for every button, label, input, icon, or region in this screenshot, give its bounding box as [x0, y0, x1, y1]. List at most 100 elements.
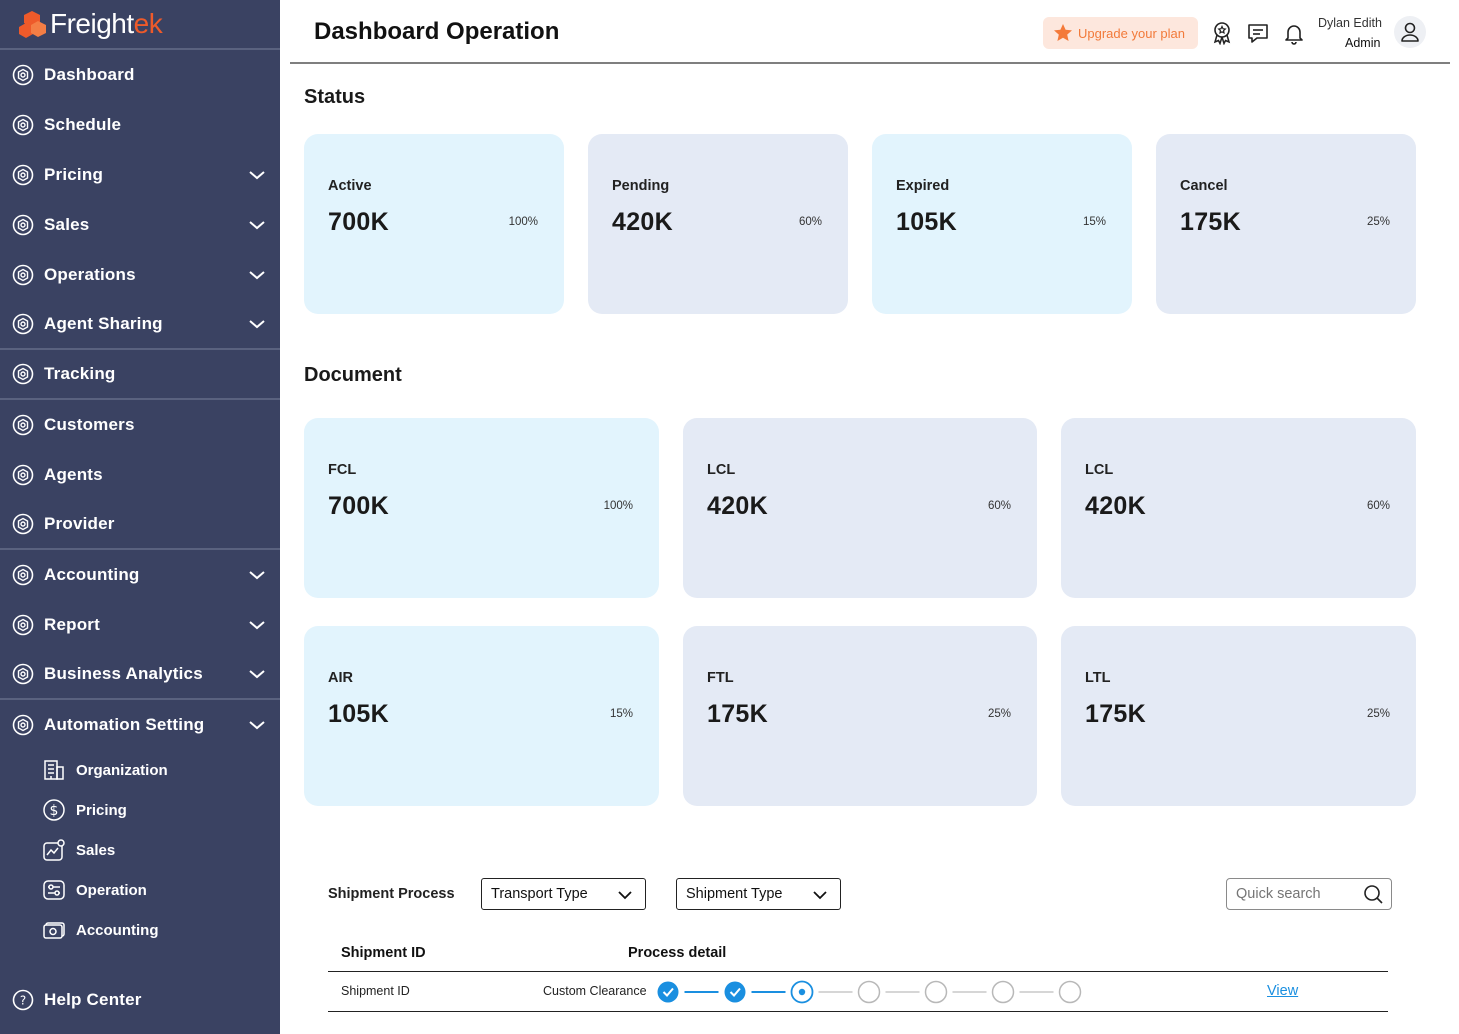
upgrade-plan-button[interactable]: Upgrade your plan — [1043, 17, 1198, 49]
help-icon: ? — [12, 989, 34, 1011]
card-percent: 100% — [508, 216, 538, 228]
subnav-item-pricing[interactable]: $ Pricing — [0, 790, 280, 830]
status-card-active[interactable]: Active 700K 100% — [304, 134, 564, 314]
sidebar-item-operations[interactable]: Operations — [0, 250, 280, 300]
card-value: 175K — [707, 700, 768, 728]
svg-text:$: $ — [50, 803, 59, 819]
card-label: LTL — [1085, 670, 1111, 686]
avatar[interactable] — [1394, 16, 1426, 48]
user-role: Admin — [1345, 36, 1381, 50]
step-pending-icon — [857, 980, 881, 1004]
document-card-lcl-2[interactable]: LCL 420K 60% — [1061, 418, 1416, 598]
card-percent: 25% — [1366, 216, 1390, 228]
sidebar-item-label: Sales — [44, 215, 90, 234]
transport-type-value: Transport Type — [491, 886, 588, 902]
hexagon-icon — [12, 414, 34, 436]
hexagon-icon — [12, 214, 34, 236]
search-icon[interactable] — [1363, 884, 1383, 904]
view-link[interactable]: View — [1267, 983, 1299, 999]
hexagon-icon — [12, 64, 34, 86]
subnav-item-label: Sales — [76, 841, 116, 859]
document-card-lcl[interactable]: LCL 420K 60% — [683, 418, 1037, 598]
automation-subnav: Organization $ Pricing Sales Operation A… — [0, 750, 280, 950]
document-card-ftl[interactable]: FTL 175K 25% — [683, 626, 1037, 806]
hexagon-icon — [12, 714, 34, 736]
document-card-ltl[interactable]: LTL 175K 25% — [1061, 626, 1416, 806]
chevron-down-icon[interactable] — [248, 266, 266, 284]
card-value: 420K — [707, 492, 768, 520]
chevron-down-icon[interactable] — [248, 716, 266, 734]
subnav-item-accounting[interactable]: Accounting — [0, 910, 280, 950]
chevron-down-icon[interactable] — [248, 166, 266, 184]
help-center-label: Help Center — [44, 990, 142, 1009]
sidebar-item-tracking[interactable]: Tracking — [0, 350, 280, 400]
subnav-item-operation[interactable]: Operation — [0, 870, 280, 910]
sidebar-item-label: Agents — [44, 465, 103, 484]
sidebar-item-label: Pricing — [44, 165, 104, 184]
card-label: Active — [328, 178, 372, 194]
table-header: Shipment ID Process detail — [328, 938, 1388, 972]
sidebar-item-label: Schedule — [44, 115, 122, 134]
sidebar-item-label: Operations — [44, 265, 136, 284]
chevron-down-icon[interactable] — [248, 665, 266, 683]
sidebar-item-customers[interactable]: Customers — [0, 400, 280, 450]
award-badge-icon[interactable] — [1210, 21, 1234, 45]
document-card-air[interactable]: AIR 105K 15% — [304, 626, 659, 806]
sidebar-item-accounting[interactable]: Accounting — [0, 550, 280, 600]
status-card-pending[interactable]: Pending 420K 60% — [588, 134, 848, 314]
help-center-link[interactable]: ? Help Center — [0, 975, 280, 1025]
sidebar-item-report[interactable]: Report — [0, 600, 280, 650]
step-pending-icon — [1058, 980, 1082, 1004]
chevron-down-icon[interactable] — [248, 315, 266, 333]
status-card-expired[interactable]: Expired 105K 15% — [872, 134, 1132, 314]
transport-type-select[interactable]: Transport Type — [481, 878, 646, 910]
top-bar: Dashboard Operation Upgrade your plan Dy… — [290, 0, 1450, 64]
sidebar-item-label: Tracking — [44, 364, 116, 383]
chevron-down-icon[interactable] — [248, 616, 266, 634]
bell-icon[interactable] — [1282, 21, 1306, 45]
sidebar-item-label: Business Analytics — [44, 664, 203, 683]
status-card-cancel[interactable]: Cancel 175K 25% — [1156, 134, 1416, 314]
sidebar-item-provider[interactable]: Provider — [0, 500, 280, 550]
card-value: 420K — [612, 208, 673, 236]
shipment-type-select[interactable]: Shipment Type — [676, 878, 841, 910]
shipment-type-value: Shipment Type — [686, 886, 783, 902]
sidebar-item-pricing[interactable]: Pricing — [0, 150, 280, 200]
shipment-table: Shipment ID Process detail Shipment ID C… — [328, 938, 1388, 1012]
sidebar-item-business-analytics[interactable]: Business Analytics — [0, 650, 280, 700]
table-row[interactable]: Shipment ID Custom Clearance View — [328, 972, 1388, 1012]
step-pending-icon — [924, 980, 948, 1004]
main-content: Dashboard Operation Upgrade your plan Dy… — [290, 0, 1450, 1034]
card-percent: 100% — [603, 500, 633, 512]
shipment-id-cell: Shipment ID — [341, 984, 410, 998]
status-section-title: Status — [304, 86, 366, 108]
hexagon-icon — [12, 614, 34, 636]
card-percent: 25% — [987, 708, 1011, 720]
sidebar-item-label: Report — [44, 615, 100, 634]
subnav-item-label: Pricing — [76, 801, 127, 819]
svg-text:?: ? — [20, 994, 26, 1008]
process-stage-cell: Custom Clearance — [543, 984, 647, 998]
sidebar-nav: Dashboard Schedule Pricing Sales Operati… — [0, 50, 280, 750]
chat-icon[interactable] — [1246, 21, 1270, 45]
subnav-item-label: Accounting — [76, 921, 159, 939]
chevron-down-icon[interactable] — [248, 566, 266, 584]
sidebar: Freightek Dashboard Schedule Pricing Sal… — [0, 0, 280, 1034]
chevron-down-icon[interactable] — [248, 216, 266, 234]
brand-logo[interactable]: Freightek — [0, 0, 280, 50]
hexagon-icon — [12, 164, 34, 186]
subnav-item-organization[interactable]: Organization — [0, 750, 280, 790]
sidebar-item-sales[interactable]: Sales — [0, 200, 280, 250]
user-icon — [1401, 22, 1419, 42]
logo-mark-icon — [16, 9, 50, 39]
chevron-down-icon — [618, 891, 632, 900]
document-card-fcl[interactable]: FCL 700K 100% — [304, 418, 659, 598]
sidebar-item-schedule[interactable]: Schedule — [0, 100, 280, 150]
sidebar-item-automation-setting[interactable]: Automation Setting — [0, 700, 280, 750]
sidebar-item-agents[interactable]: Agents — [0, 450, 280, 500]
sidebar-item-agent-sharing[interactable]: Agent Sharing — [0, 300, 280, 350]
user-name: Dylan Edith — [1318, 16, 1382, 30]
sidebar-item-dashboard[interactable]: Dashboard — [0, 50, 280, 100]
subnav-item-sales[interactable]: Sales — [0, 830, 280, 870]
card-label: Pending — [612, 178, 670, 194]
